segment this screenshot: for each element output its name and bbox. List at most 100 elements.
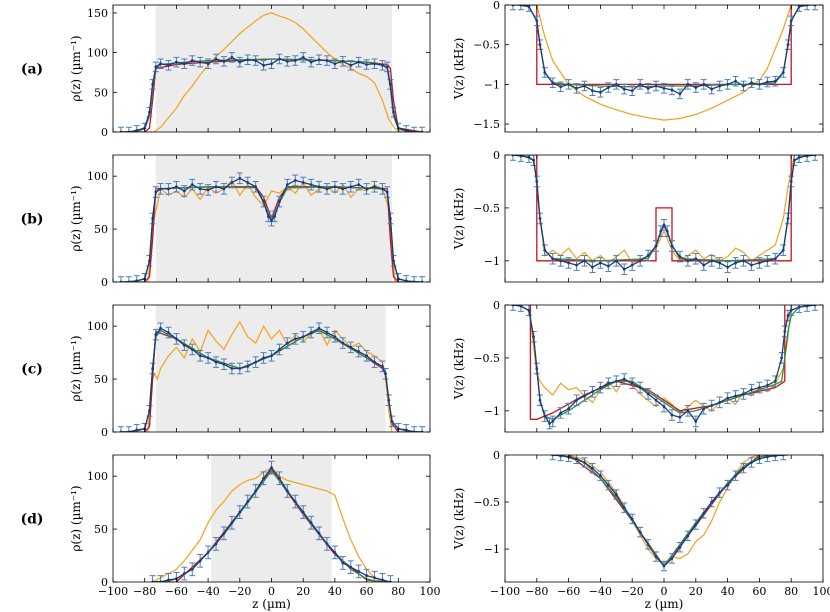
data-point <box>273 214 277 218</box>
data-point <box>206 550 210 554</box>
data-point <box>278 200 281 203</box>
series-orange-line <box>147 179 396 282</box>
data-point <box>780 356 784 360</box>
data-point <box>543 248 547 252</box>
data-point <box>742 392 745 396</box>
data-point <box>765 259 769 263</box>
data-point <box>789 19 793 23</box>
data-point <box>686 534 690 538</box>
data-point <box>718 84 722 88</box>
data-point <box>742 259 745 263</box>
data-point <box>781 71 785 74</box>
data-point <box>317 185 321 189</box>
data-layer <box>549 455 788 572</box>
data-point <box>583 461 586 464</box>
x-axis-label: z (µm) <box>252 597 291 611</box>
row-label: (b) <box>20 212 43 228</box>
data-point <box>341 561 345 565</box>
y-tick-label: −1.5 <box>473 118 500 131</box>
y-tick-label: 150 <box>87 7 108 20</box>
x-tick-label: −60 <box>165 585 188 598</box>
data-point <box>726 483 729 487</box>
data-point <box>135 428 139 432</box>
x-tick-label: 100 <box>420 585 441 598</box>
data-point <box>638 82 642 86</box>
data-point <box>599 261 602 265</box>
data-point <box>349 345 353 349</box>
data-point <box>373 360 376 364</box>
data-point <box>206 356 210 360</box>
y-axis-label: V(z) (kHz) <box>452 488 466 551</box>
data-point <box>575 398 578 402</box>
data-point <box>198 559 202 563</box>
series-orange-line <box>152 466 383 582</box>
data-point <box>278 476 281 480</box>
data-point <box>662 564 666 568</box>
series-model-line <box>520 155 808 262</box>
data-point <box>718 491 722 495</box>
data-point <box>238 60 242 64</box>
data-point <box>404 129 408 132</box>
data-point <box>206 188 210 192</box>
data-point <box>702 263 706 267</box>
data-point <box>387 398 391 402</box>
data-point <box>694 420 698 423</box>
x-tick-label: −20 <box>228 585 251 598</box>
data-point <box>270 354 273 358</box>
data-point <box>591 390 594 394</box>
data-point <box>365 574 368 578</box>
y-tick-label: 0 <box>101 126 108 139</box>
y-tick-label: −0.5 <box>473 496 500 509</box>
series-orange-line <box>568 455 760 564</box>
data-point <box>341 59 345 63</box>
data-point <box>797 5 801 8</box>
data-point <box>325 187 329 191</box>
data-point <box>606 86 610 89</box>
data-point <box>614 379 618 383</box>
y-tick-label: −1 <box>484 405 500 418</box>
data-point <box>388 217 392 220</box>
data-point <box>385 65 389 69</box>
data-point <box>662 405 666 408</box>
data-point <box>341 187 345 191</box>
y-tick-label: 100 <box>87 170 108 183</box>
data-point <box>381 187 384 191</box>
data-point <box>182 189 186 193</box>
data-point <box>270 62 273 66</box>
y-tick-label: 0 <box>101 426 108 439</box>
data-point <box>654 555 658 558</box>
data-point <box>214 185 218 189</box>
data-point <box>384 372 388 376</box>
series-orange-line <box>528 305 792 414</box>
data-point <box>718 400 722 404</box>
data-point <box>694 86 698 89</box>
y-tick-label: −0.5 <box>473 202 500 215</box>
data-point <box>373 62 376 66</box>
data-point <box>575 263 578 267</box>
data-point <box>535 367 539 370</box>
data-point <box>230 181 234 184</box>
data-point <box>333 62 337 66</box>
row-label: (d) <box>20 512 43 528</box>
data-point <box>591 466 594 470</box>
series-orange-line <box>147 320 393 432</box>
data-point <box>230 55 234 59</box>
data-point <box>317 58 321 62</box>
data-point <box>548 422 551 425</box>
data-point <box>285 489 289 493</box>
data-point <box>678 415 682 419</box>
data-point <box>614 493 618 496</box>
data-point <box>182 62 186 66</box>
data-point <box>365 63 368 66</box>
data-point <box>718 261 722 265</box>
data-point <box>151 367 155 370</box>
data-point <box>670 244 674 248</box>
data-point <box>678 545 682 549</box>
y-tick-label: 0 <box>493 0 500 12</box>
data-point <box>535 180 539 183</box>
data-point <box>686 82 690 86</box>
x-tick-label: 80 <box>391 585 405 598</box>
data-point <box>773 455 777 458</box>
y-tick-label: 50 <box>94 86 108 99</box>
data-point <box>190 183 194 187</box>
